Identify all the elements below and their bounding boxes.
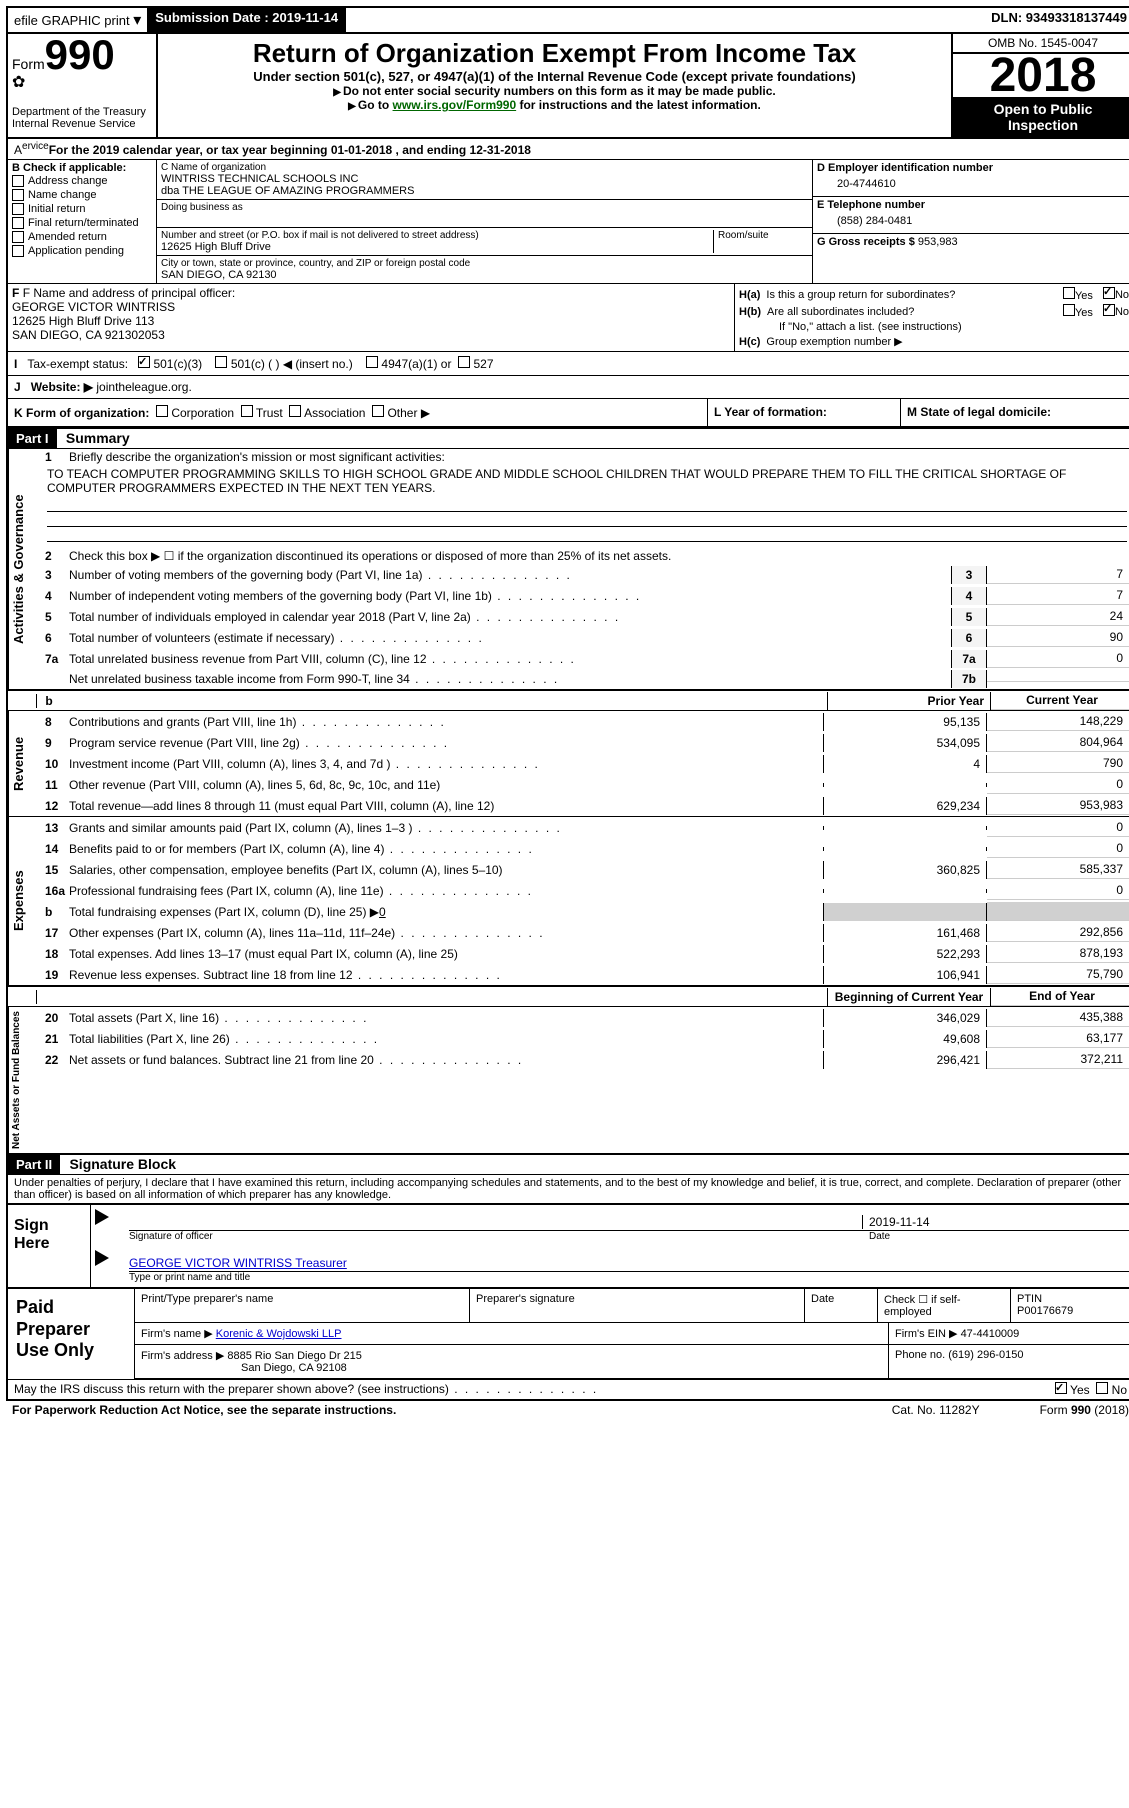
header: Form990 ✿ Department of the Treasury Int… bbox=[8, 34, 1129, 139]
net-assets: Net Assets or Fund Balances 20Total asse… bbox=[8, 1007, 1129, 1153]
col-b: B Check if applicable: Address change Na… bbox=[8, 160, 157, 283]
form-subtitle: Under section 501(c), 527, or 4947(a)(1)… bbox=[162, 69, 947, 84]
header-right: OMB No. 1545-0047 2018 Open to Public In… bbox=[951, 34, 1129, 137]
inspection-label: Open to Public Inspection bbox=[953, 97, 1129, 137]
dept-label: Department of the Treasury Internal Reve… bbox=[12, 106, 152, 130]
form-number: 990 bbox=[45, 31, 115, 78]
ein: 20-4744610 bbox=[817, 174, 1129, 194]
page-footer: For Paperwork Reduction Act Notice, see … bbox=[6, 1401, 1129, 1419]
part2-header: Part II Signature Block bbox=[8, 1153, 1129, 1175]
revenue: Revenue 8Contributions and grants (Part … bbox=[8, 711, 1129, 817]
firm-name[interactable]: Korenic & Wojdowski LLP bbox=[216, 1328, 342, 1340]
col-c: C Name of organization WINTRISS TECHNICA… bbox=[157, 160, 813, 283]
form-container: efile GRAPHIC print ▾ Submission Date : … bbox=[6, 6, 1129, 1401]
header-left: Form990 ✿ Department of the Treasury Int… bbox=[8, 34, 158, 137]
website-row: J Website: ▶ jointheleague.org. bbox=[8, 376, 1129, 399]
tax-status: I Tax-exempt status: 501(c)(3) 501(c) ( … bbox=[8, 352, 1129, 376]
form-title: Return of Organization Exempt From Incom… bbox=[162, 38, 947, 69]
top-bar: efile GRAPHIC print ▾ Submission Date : … bbox=[8, 8, 1129, 34]
part1-header: Part I Summary bbox=[8, 427, 1129, 449]
year-headers: b Prior Year Current Year bbox=[8, 690, 1129, 711]
phone: (858) 284-0481 bbox=[817, 211, 1129, 231]
col-de: D Employer identification number 20-4744… bbox=[813, 160, 1129, 283]
klm-row: K Form of organization: Corporation Trus… bbox=[8, 399, 1129, 427]
officer-name[interactable]: GEORGE VICTOR WINTRISS Treasurer bbox=[129, 1256, 347, 1270]
dln: DLN: 93493318137449 bbox=[985, 8, 1129, 32]
sign-here: Sign Here 2019-11-14 Signature of office… bbox=[8, 1203, 1129, 1287]
paid-preparer: Paid Preparer Use Only Print/Type prepar… bbox=[8, 1287, 1129, 1379]
info-grid: B Check if applicable: Address change Na… bbox=[8, 160, 1129, 284]
efile-label: efile GRAPHIC print ▾ bbox=[8, 8, 149, 32]
boy-eoy-headers: Beginning of Current Year End of Year bbox=[8, 986, 1129, 1007]
expenses: Expenses 13Grants and similar amounts pa… bbox=[8, 817, 1129, 986]
form990-link[interactable]: www.irs.gov/Form990 bbox=[393, 98, 517, 112]
activities-gov: Activities & Governance 1Briefly describ… bbox=[8, 449, 1129, 690]
irs-discuss: May the IRS discuss this return with the… bbox=[8, 1379, 1129, 1399]
penalties-text: Under penalties of perjury, I declare th… bbox=[8, 1175, 1129, 1203]
tax-year: 2018 bbox=[953, 54, 1129, 97]
row-a: AerviceFor the 2019 calendar year, or ta… bbox=[8, 139, 1129, 160]
submission-date: Submission Date : 2019-11-14 bbox=[149, 8, 346, 32]
fgh-row: F F Name and address of principal office… bbox=[8, 284, 1129, 352]
header-center: Return of Organization Exempt From Incom… bbox=[158, 34, 951, 137]
mission: TO TEACH COMPUTER PROGRAMMING SKILLS TO … bbox=[41, 465, 1129, 497]
gross-receipts: 953,983 bbox=[918, 236, 958, 248]
